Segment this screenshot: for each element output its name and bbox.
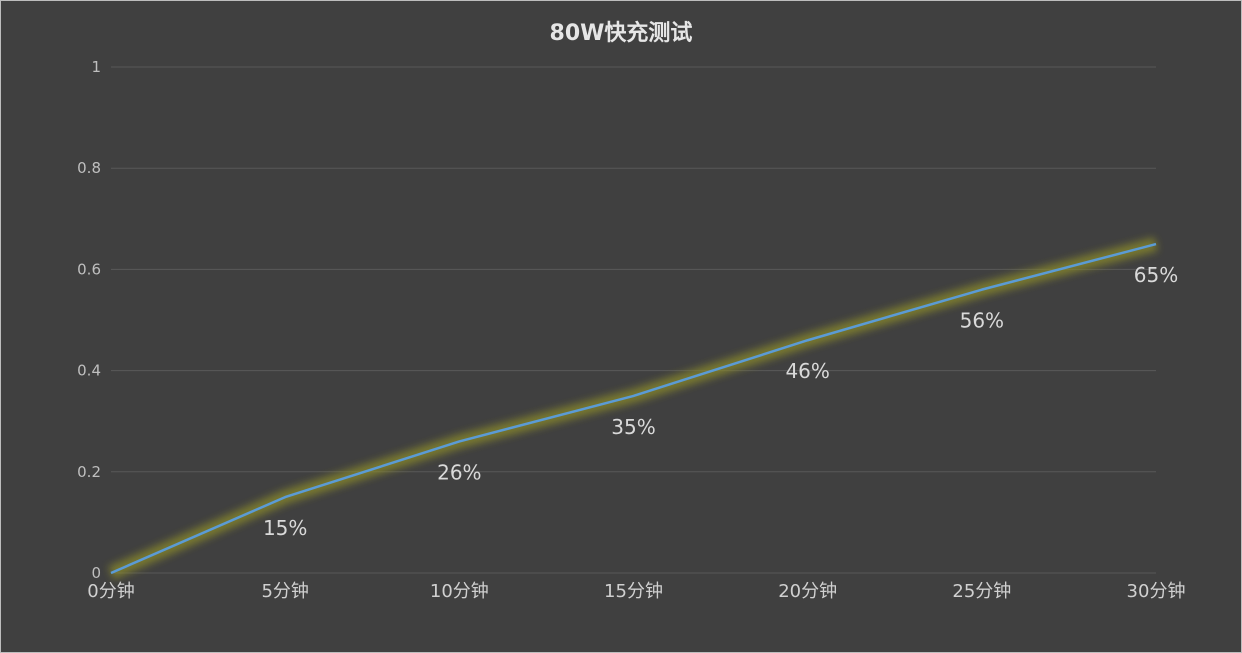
chart-title: 80W快充测试 bbox=[549, 21, 693, 46]
y-tick-label: 1 bbox=[91, 58, 101, 76]
data-label: 35% bbox=[611, 415, 655, 439]
x-tick-label: 15分钟 bbox=[604, 581, 663, 602]
y-tick-label: 0.8 bbox=[77, 159, 101, 177]
data-label: 26% bbox=[437, 460, 481, 484]
x-tick-label: 10分钟 bbox=[430, 581, 489, 602]
data-label: 56% bbox=[960, 309, 1004, 333]
x-tick-label: 25分钟 bbox=[952, 581, 1011, 602]
data-label: 65% bbox=[1134, 263, 1178, 287]
y-tick-label: 0.6 bbox=[77, 260, 101, 278]
x-tick-label: 30分钟 bbox=[1127, 581, 1186, 602]
series-line bbox=[110, 242, 1157, 575]
y-tick-label: 0.4 bbox=[77, 362, 101, 380]
data-label: 46% bbox=[785, 359, 829, 383]
x-tick-label: 5分钟 bbox=[261, 581, 308, 602]
y-tick-label: 0 bbox=[91, 564, 101, 582]
data-label: 15% bbox=[263, 516, 307, 540]
x-tick-label: 0分钟 bbox=[87, 581, 134, 602]
y-tick-label: 0.2 bbox=[77, 463, 101, 481]
x-tick-label: 20分钟 bbox=[778, 581, 837, 602]
